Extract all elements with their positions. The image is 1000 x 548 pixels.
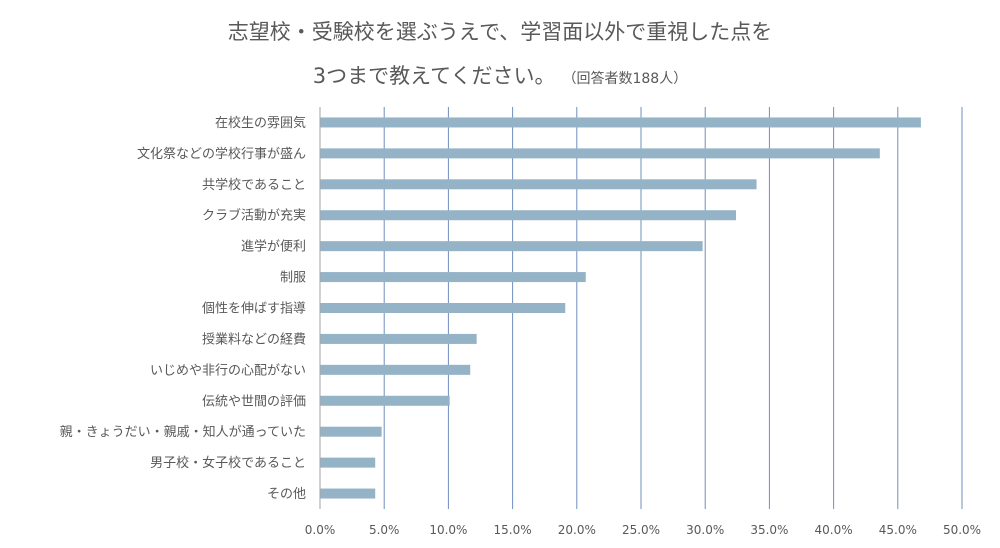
x-tick-label: 5.0% <box>369 523 400 537</box>
category-label: 進学が便利 <box>241 239 306 255</box>
bar <box>320 457 376 468</box>
category-label: クラブ活動が充実 <box>202 208 306 224</box>
x-tick-label: 30.0% <box>686 523 724 537</box>
x-tick-label: 10.0% <box>429 523 467 537</box>
bar <box>320 488 376 499</box>
category-label: 制服 <box>280 271 306 286</box>
chart-title-line1: 志望校・受験校を選ぶうえで、学習面以外で重視した点を <box>227 20 773 44</box>
x-tick-label: 15.0% <box>494 523 532 537</box>
x-tick-label: 25.0% <box>622 523 660 537</box>
bar <box>320 210 737 221</box>
category-label: 個性を伸ばす指導 <box>202 302 306 317</box>
category-label: 在校生の雰囲気 <box>215 115 306 131</box>
category-label: その他 <box>267 487 306 502</box>
x-tick-label: 40.0% <box>815 523 853 537</box>
bar <box>320 333 477 344</box>
bar <box>320 395 450 406</box>
bar <box>320 117 921 128</box>
x-tick-label: 20.0% <box>558 523 596 537</box>
category-label: 親・きょうだい・親戚・知人が通っていた <box>60 424 306 440</box>
bar <box>320 272 586 283</box>
x-tick-label: 45.0% <box>879 523 917 537</box>
bar <box>320 241 703 252</box>
bar <box>320 148 880 159</box>
bar <box>320 179 757 190</box>
category-label: 共学校であること <box>202 177 306 193</box>
chart-title-line2: 3つまで教えてください。 （回答者数188人） <box>0 60 1000 90</box>
x-tick-label: 50.0% <box>943 523 981 537</box>
category-label: 授業料などの経費 <box>202 331 306 347</box>
category-label: 男子校・女子校であること <box>150 455 306 471</box>
bar <box>320 303 566 313</box>
x-tick-label: 0.0% <box>305 523 336 537</box>
chart-subtitle: （回答者数188人） <box>569 71 688 87</box>
chart-title-line2-text: 3つまで教えてください。 <box>312 64 556 88</box>
category-label: 文化祭などの学校行事が盛ん <box>137 146 306 162</box>
x-tick-label: 35.0% <box>750 523 788 537</box>
category-label: 伝統や世間の評価 <box>202 394 306 409</box>
bar <box>320 364 471 375</box>
category-label: いじめや非行の心配がない <box>150 363 306 378</box>
bar <box>320 426 382 437</box>
